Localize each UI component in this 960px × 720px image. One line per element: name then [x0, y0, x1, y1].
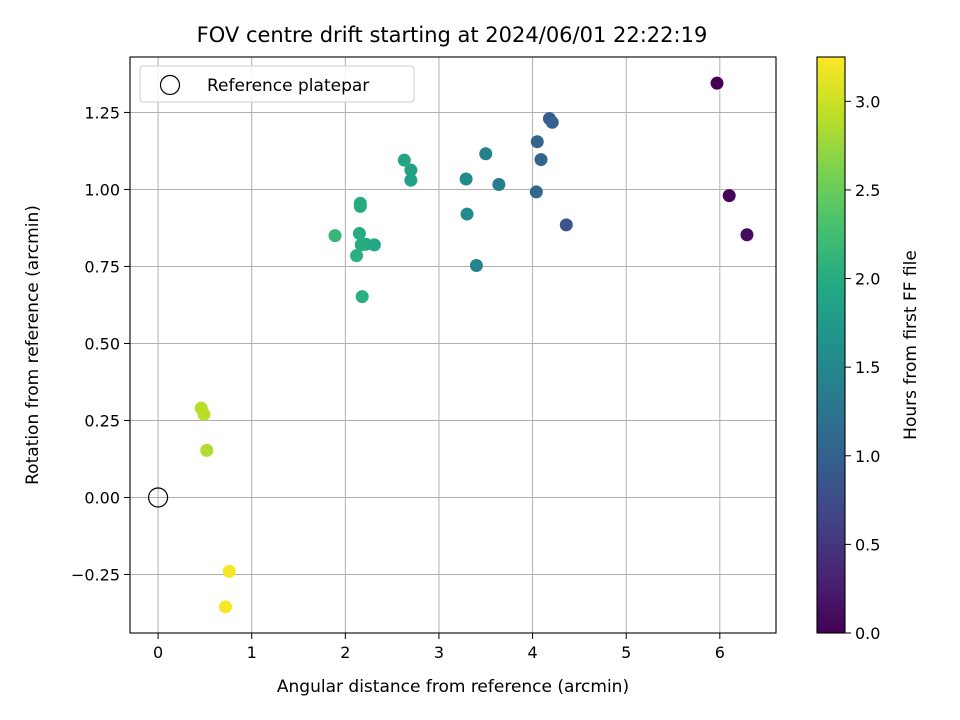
colorbar-gradient — [817, 57, 845, 633]
scatter-point — [469, 259, 483, 273]
y-axis-ticks: −0.25 0.00 0.25 0.50 0.75 1.00 1.25 — [71, 103, 130, 584]
colorbar: 0.0 0.5 1.0 1.5 2.0 2.5 3.0 Hours from first F… — [816, 56, 921, 643]
y-axis-title: Rotation from reference (arcmin) — [23, 205, 43, 485]
x-tick-label: 0 — [153, 643, 163, 662]
plot-background — [130, 57, 776, 633]
scatter-point — [354, 238, 368, 252]
x-tick-label: 4 — [527, 643, 537, 662]
x-tick-label: 5 — [621, 643, 631, 662]
colorbar-tick-label: 0.5 — [855, 535, 880, 554]
data-points — [194, 76, 754, 614]
scatter-point — [740, 228, 754, 242]
colorbar-tick-label: 3.0 — [855, 92, 880, 111]
scatter-point — [197, 407, 211, 421]
scatter-point — [404, 163, 418, 177]
scatter-point — [404, 173, 418, 187]
legend-box — [139, 65, 415, 103]
scatter-point — [459, 172, 473, 186]
chart-title: FOV centre drift starting at 2024/06/01 … — [197, 23, 708, 47]
scatter-point — [200, 443, 214, 457]
y-tick-label: 0.25 — [84, 411, 120, 430]
legend: Reference platepar — [139, 65, 415, 103]
scatter-point — [492, 178, 506, 192]
scatter-point — [355, 290, 369, 304]
scatter-point — [559, 218, 573, 232]
colorbar-tick-label: 2.0 — [855, 270, 880, 289]
scatter-point — [545, 115, 559, 129]
y-tick-label: 0.00 — [84, 488, 120, 507]
colorbar-tick-label: 1.0 — [855, 447, 880, 466]
x-axis-ticks: 0 1 2 3 4 5 6 — [153, 633, 725, 662]
scatter-point — [530, 135, 544, 149]
x-tick-label: 2 — [340, 643, 350, 662]
y-tick-label: 1.00 — [84, 180, 120, 199]
scatter-point — [222, 564, 236, 578]
scatter-point — [353, 199, 367, 213]
scatter-point — [352, 226, 366, 240]
scatter-point — [534, 153, 548, 167]
x-tick-label: 3 — [434, 643, 444, 662]
legend-entry-reference: Reference platepar — [207, 76, 369, 96]
x-axis-title: Angular distance from reference (arcmin) — [277, 677, 629, 697]
scatter-point — [722, 189, 736, 203]
reference-point — [147, 487, 169, 508]
scatter-point — [529, 185, 543, 199]
scatter-point — [710, 76, 724, 90]
colorbar-title: Hours from first FF file — [901, 250, 921, 440]
scatter-point — [479, 147, 493, 161]
legend-reference-marker — [159, 74, 181, 96]
plot-area — [129, 56, 777, 634]
plot-frame — [129, 56, 777, 634]
x-tick-label: 6 — [715, 643, 725, 662]
scatter-point — [397, 153, 411, 167]
y-tick-label: −0.25 — [71, 565, 120, 584]
colorbar-ticks: 0.0 0.5 1.0 1.5 2.0 2.5 3.0 — [845, 92, 880, 643]
scatter-point — [328, 229, 342, 243]
x-tick-label: 1 — [247, 643, 257, 662]
colorbar-tick-label: 0.0 — [855, 624, 880, 643]
reference-marker-layer — [147, 487, 169, 508]
scatter-point — [460, 207, 474, 221]
grid-lines — [130, 57, 776, 633]
y-tick-label: 1.25 — [84, 103, 120, 122]
scatter-point — [350, 249, 364, 263]
colorbar-tick-label: 1.5 — [855, 358, 880, 377]
y-tick-label: 0.75 — [84, 257, 120, 276]
colorbar-tick-label: 2.5 — [855, 181, 880, 200]
scatter-point — [218, 600, 232, 614]
colorbar-frame — [816, 56, 846, 634]
y-tick-label: 0.50 — [84, 334, 120, 353]
